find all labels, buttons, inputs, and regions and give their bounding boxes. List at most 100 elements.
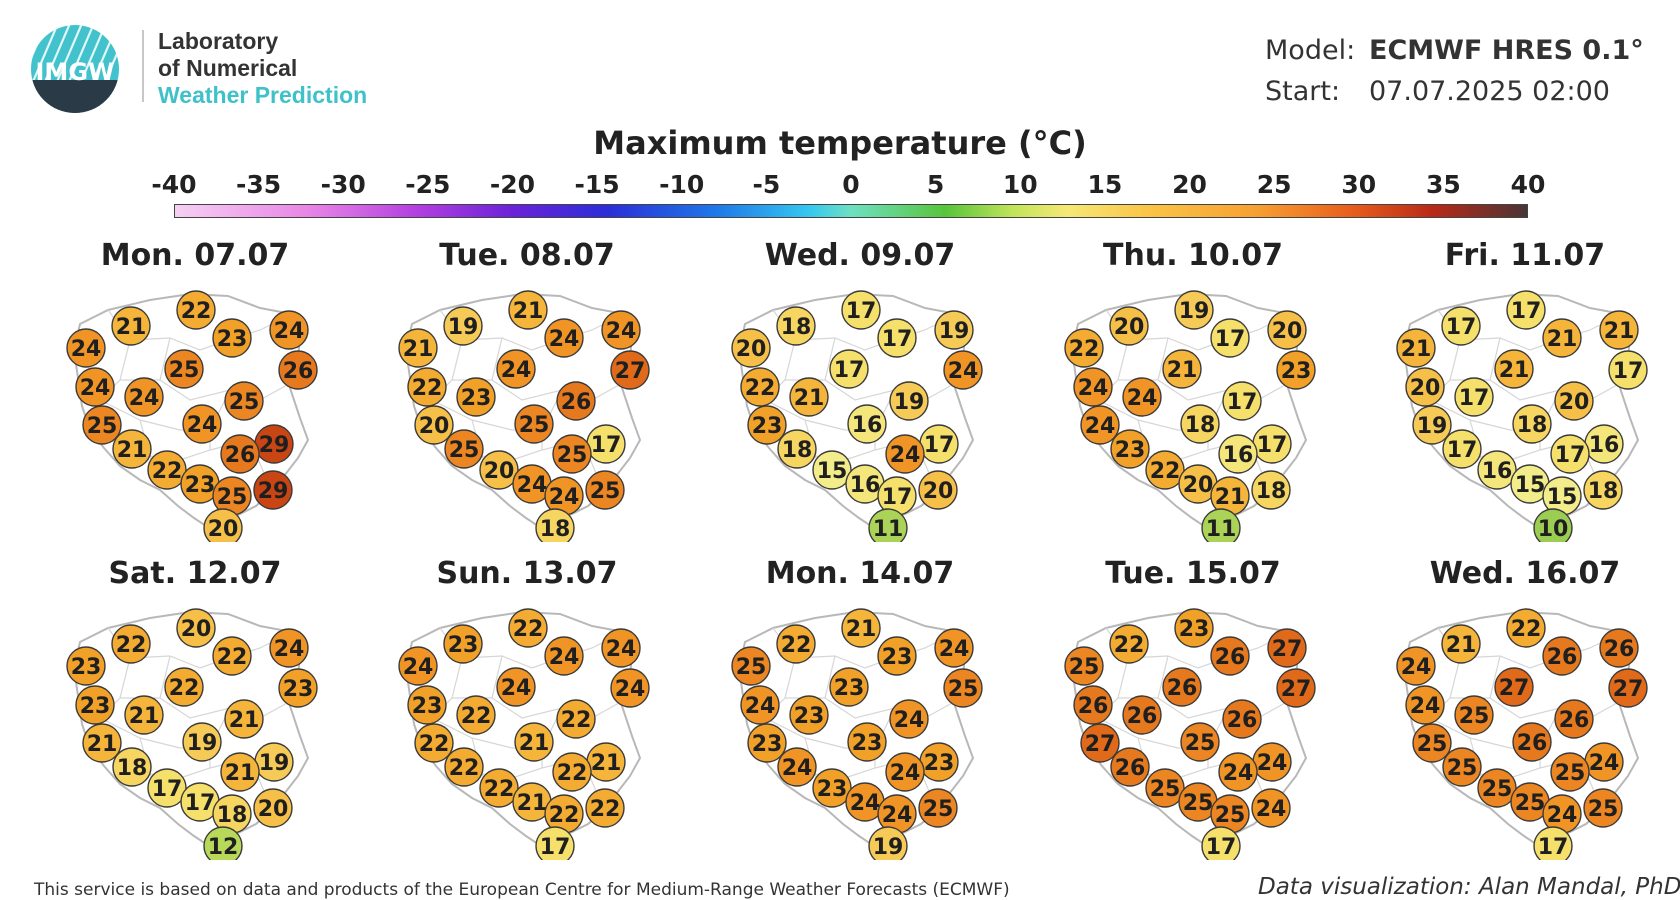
temperature-value: 24 <box>1085 414 1116 439</box>
region-border <box>159 337 297 401</box>
temperature-marker: 22 <box>776 624 816 664</box>
temperature-circle <box>1477 450 1517 490</box>
temperature-value: 26 <box>1127 704 1158 729</box>
temperature-value: 19 <box>894 390 925 415</box>
temperature-marker: 21 <box>1162 349 1202 389</box>
temperature-marker: 29 <box>253 470 293 510</box>
temperature-value: 24 <box>894 708 925 733</box>
temperature-circle <box>1396 328 1436 368</box>
temperature-marker: 22 <box>544 794 584 834</box>
temperature-marker: 17 <box>147 768 187 808</box>
temperature-marker: 26 <box>1222 699 1262 739</box>
logo-line-2: of Numerical <box>158 55 298 81</box>
temperature-value: 21 <box>846 617 877 642</box>
temperature-circle <box>176 290 216 330</box>
temperature-marker: 24 <box>845 782 885 822</box>
temperature-value: 20 <box>736 337 767 362</box>
temperature-circle <box>224 381 264 421</box>
temperature-value: 18 <box>217 803 248 828</box>
temperature-value: 26 <box>1167 676 1198 701</box>
temperature-value: 26 <box>1115 756 1146 781</box>
temperature-marker: 23 <box>212 318 252 358</box>
temperature-marker: 17 <box>1210 318 1250 358</box>
temperature-value: 22 <box>152 459 183 484</box>
temperature-marker: 26 <box>1122 695 1162 735</box>
region-border <box>159 655 297 719</box>
day-title: Wed. 16.07 <box>1429 556 1621 591</box>
temperature-marker: 22 <box>585 788 625 828</box>
temperature-value: 24 <box>606 319 637 344</box>
temperature-marker: 24 <box>496 667 536 707</box>
temperature-value: 25 <box>1183 791 1214 816</box>
temperature-marker: 20 <box>918 470 958 510</box>
temperature-value: 18 <box>1588 479 1619 504</box>
temperature-marker: 25 <box>164 349 204 389</box>
temperature-value: 21 <box>1547 327 1578 352</box>
temperature-circle <box>889 381 929 421</box>
temperature-circle <box>740 685 780 725</box>
temperature-circle <box>789 377 829 417</box>
temperature-value: 25 <box>1150 777 1181 802</box>
day-panel: Sun. 13.07 22 23 24 24 24 24 24 23 22 22 22 21 21 22 22… <box>392 556 662 860</box>
temperature-value: 23 <box>794 704 825 729</box>
temperature-value: 24 <box>549 485 580 510</box>
temperature-value: 23 <box>752 732 783 757</box>
temperature-circle <box>1174 608 1214 648</box>
temperature-value: 26 <box>1227 708 1258 733</box>
temperature-circle <box>1554 381 1594 421</box>
temperature-value: 19 <box>1179 299 1210 324</box>
temperature-value: 23 <box>1115 438 1146 463</box>
temperature-marker: 22 <box>740 367 780 407</box>
imgw-logo: IMGW Laboratory of Numerical Weather Pre… <box>30 20 390 115</box>
temperature-circle <box>1442 429 1482 469</box>
temperature-value: 24 <box>403 655 434 680</box>
temperature-marker: 24 <box>934 628 974 668</box>
day-panel: Thu. 10.07 19 20 22 20 17 23 21 24 24 24 17 18 17 23 16… <box>1058 238 1328 542</box>
temperature-circle <box>253 788 293 828</box>
temperature-marker: 26 <box>1210 636 1250 676</box>
temperature-marker: 23 <box>407 685 447 725</box>
temperature-circle <box>66 328 106 368</box>
temperature-value: 23 <box>852 731 883 756</box>
temperature-circle <box>224 699 264 739</box>
temperature-value: 24 <box>1127 386 1158 411</box>
temperature-circle <box>552 752 592 792</box>
temperature-value: 17 <box>1227 390 1258 415</box>
temperature-circle <box>1412 723 1452 763</box>
temperature-circle <box>1218 752 1258 792</box>
temperature-marker: 15 <box>1542 476 1582 516</box>
temperature-circle <box>164 349 204 389</box>
temperature-value: 26 <box>225 443 256 468</box>
temperature-marker: 19 <box>868 826 908 860</box>
temperature-marker: 25 <box>1145 768 1185 808</box>
temperature-circle <box>1276 350 1316 390</box>
temperature-circle <box>535 508 575 542</box>
temperature-value: 17 <box>1613 359 1644 384</box>
region-border <box>1489 337 1627 401</box>
temperature-circle <box>740 367 780 407</box>
temperature-circle <box>253 470 293 510</box>
temperature-circle <box>1608 668 1648 708</box>
temperature-marker: 17 <box>841 290 881 330</box>
temperature-value: 21 <box>403 337 434 362</box>
temperature-marker: 24 <box>269 628 309 668</box>
temperature-value: 27 <box>1281 677 1312 702</box>
temperature-value: 21 <box>129 704 160 729</box>
temperature-circle <box>269 628 309 668</box>
temperature-marker: 22 <box>212 636 252 676</box>
temperature-marker: 21 <box>220 752 260 792</box>
temperature-circle <box>556 381 596 421</box>
temperature-circle <box>1080 723 1120 763</box>
temperature-value: 24 <box>1547 803 1578 828</box>
temperature-marker: 26 <box>1512 722 1552 762</box>
temperature-marker: 21 <box>1210 476 1250 516</box>
temperature-value: 22 <box>590 797 621 822</box>
temperature-circle <box>1201 826 1241 860</box>
temperature-circle <box>82 723 122 763</box>
temperature-value: 17 <box>152 777 183 802</box>
temperature-marker: 18 <box>212 794 252 834</box>
temperature-value: 24 <box>745 694 776 719</box>
